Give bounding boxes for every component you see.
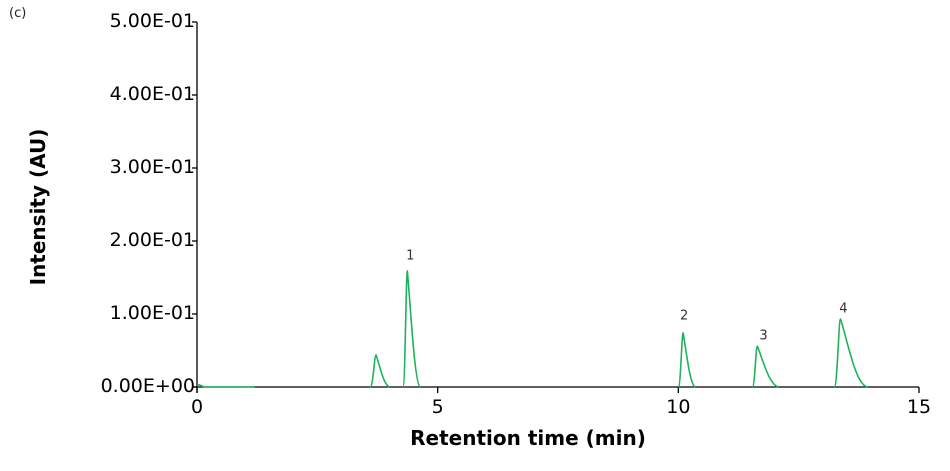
y-tick-label: 5.00E-01 bbox=[109, 10, 195, 32]
y-axis-label: Intensity (AU) bbox=[26, 128, 50, 286]
y-tick-label: 1.00E-01 bbox=[109, 302, 195, 324]
peak-label: 1 bbox=[406, 248, 415, 264]
x-tick-label: 5 bbox=[431, 396, 444, 418]
peak-label: 4 bbox=[839, 301, 848, 317]
x-axis-label: Retention time (min) bbox=[410, 426, 646, 450]
y-tick-label: 2.00E-01 bbox=[109, 229, 195, 251]
y-tick-label: 4.00E-01 bbox=[109, 83, 195, 105]
axes bbox=[192, 21, 920, 393]
y-tick-label: 3.00E-01 bbox=[109, 156, 195, 178]
peak-label: 2 bbox=[679, 308, 689, 324]
y-tick-label: 0.00E+00 bbox=[100, 375, 195, 397]
chromatogram-line bbox=[196, 270, 868, 388]
x-tick-label: 15 bbox=[906, 396, 932, 418]
peak-label: 3 bbox=[759, 328, 768, 344]
panel-label: (c) bbox=[9, 6, 27, 21]
x-tick-label: 0 bbox=[190, 396, 204, 418]
x-tick-label: 10 bbox=[666, 396, 691, 418]
